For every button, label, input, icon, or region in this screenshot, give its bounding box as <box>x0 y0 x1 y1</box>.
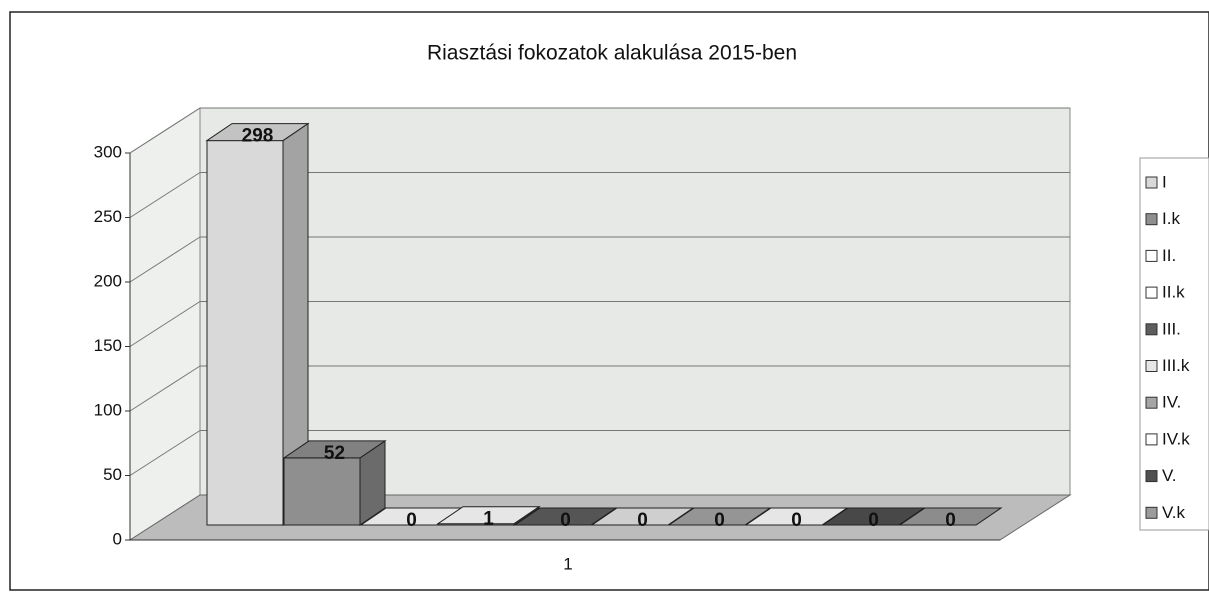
bar-top <box>821 507 926 526</box>
legend-swatch <box>1145 213 1158 226</box>
bar-top <box>667 507 772 526</box>
value-label: 0 <box>945 510 956 531</box>
legend-label: II. <box>1162 246 1176 265</box>
legend-label: IV. <box>1162 393 1181 412</box>
grid-line <box>129 236 201 283</box>
value-label: 0 <box>637 510 648 531</box>
bar-top <box>590 507 695 526</box>
value-label: 52 <box>324 443 345 464</box>
legend-label: I.k <box>1162 209 1180 228</box>
value-label: 0 <box>714 510 725 531</box>
legend-label: V.k <box>1162 503 1186 522</box>
legend-swatch <box>1145 176 1158 189</box>
value-label: 0 <box>791 510 802 531</box>
legend-swatch <box>1145 360 1158 372</box>
y-tick-label: 250 <box>94 207 122 226</box>
legend-swatch <box>1145 506 1158 519</box>
x-tick-label: 1 <box>563 554 572 573</box>
grid-line <box>129 365 201 412</box>
grid-line <box>129 172 201 218</box>
legend-label: V. <box>1162 466 1177 485</box>
legend-label: I <box>1162 172 1167 191</box>
chart-title: Riasztási fokozatok alakulása 2015-ben <box>427 42 797 65</box>
legend-label: III. <box>1162 319 1181 338</box>
y-tick-label: 50 <box>103 465 122 484</box>
legend-swatch <box>1145 433 1158 446</box>
bar <box>283 457 361 526</box>
bar <box>206 140 284 526</box>
legend-swatch <box>1145 396 1158 409</box>
y-tick-label: 100 <box>94 400 122 419</box>
legend-label: III.k <box>1162 356 1190 375</box>
value-label: 0 <box>560 510 571 531</box>
legend-swatch <box>1145 323 1158 336</box>
legend-swatch <box>1145 286 1158 299</box>
bar-top <box>205 123 310 142</box>
bar-top <box>282 440 387 459</box>
legend-swatch <box>1145 249 1158 262</box>
value-label: 0 <box>868 510 879 531</box>
y-tick-label: 200 <box>94 271 122 290</box>
legend-label: IV.k <box>1162 429 1190 448</box>
legend-swatch <box>1145 470 1158 483</box>
bar-top <box>744 507 849 526</box>
bar-top <box>898 507 1003 526</box>
bar-top <box>436 506 541 525</box>
legend-label: II.k <box>1162 283 1185 302</box>
y-tick-label: 150 <box>94 336 122 355</box>
value-label: 298 <box>242 126 274 147</box>
y-tick-label: 0 <box>113 529 122 548</box>
y-tick-label: 300 <box>94 142 122 161</box>
grid-line <box>129 430 201 476</box>
grid-line <box>129 301 201 347</box>
value-label: 0 <box>406 510 417 531</box>
value-label: 1 <box>483 509 494 530</box>
bar-top <box>513 507 618 526</box>
grid-line <box>129 107 201 154</box>
